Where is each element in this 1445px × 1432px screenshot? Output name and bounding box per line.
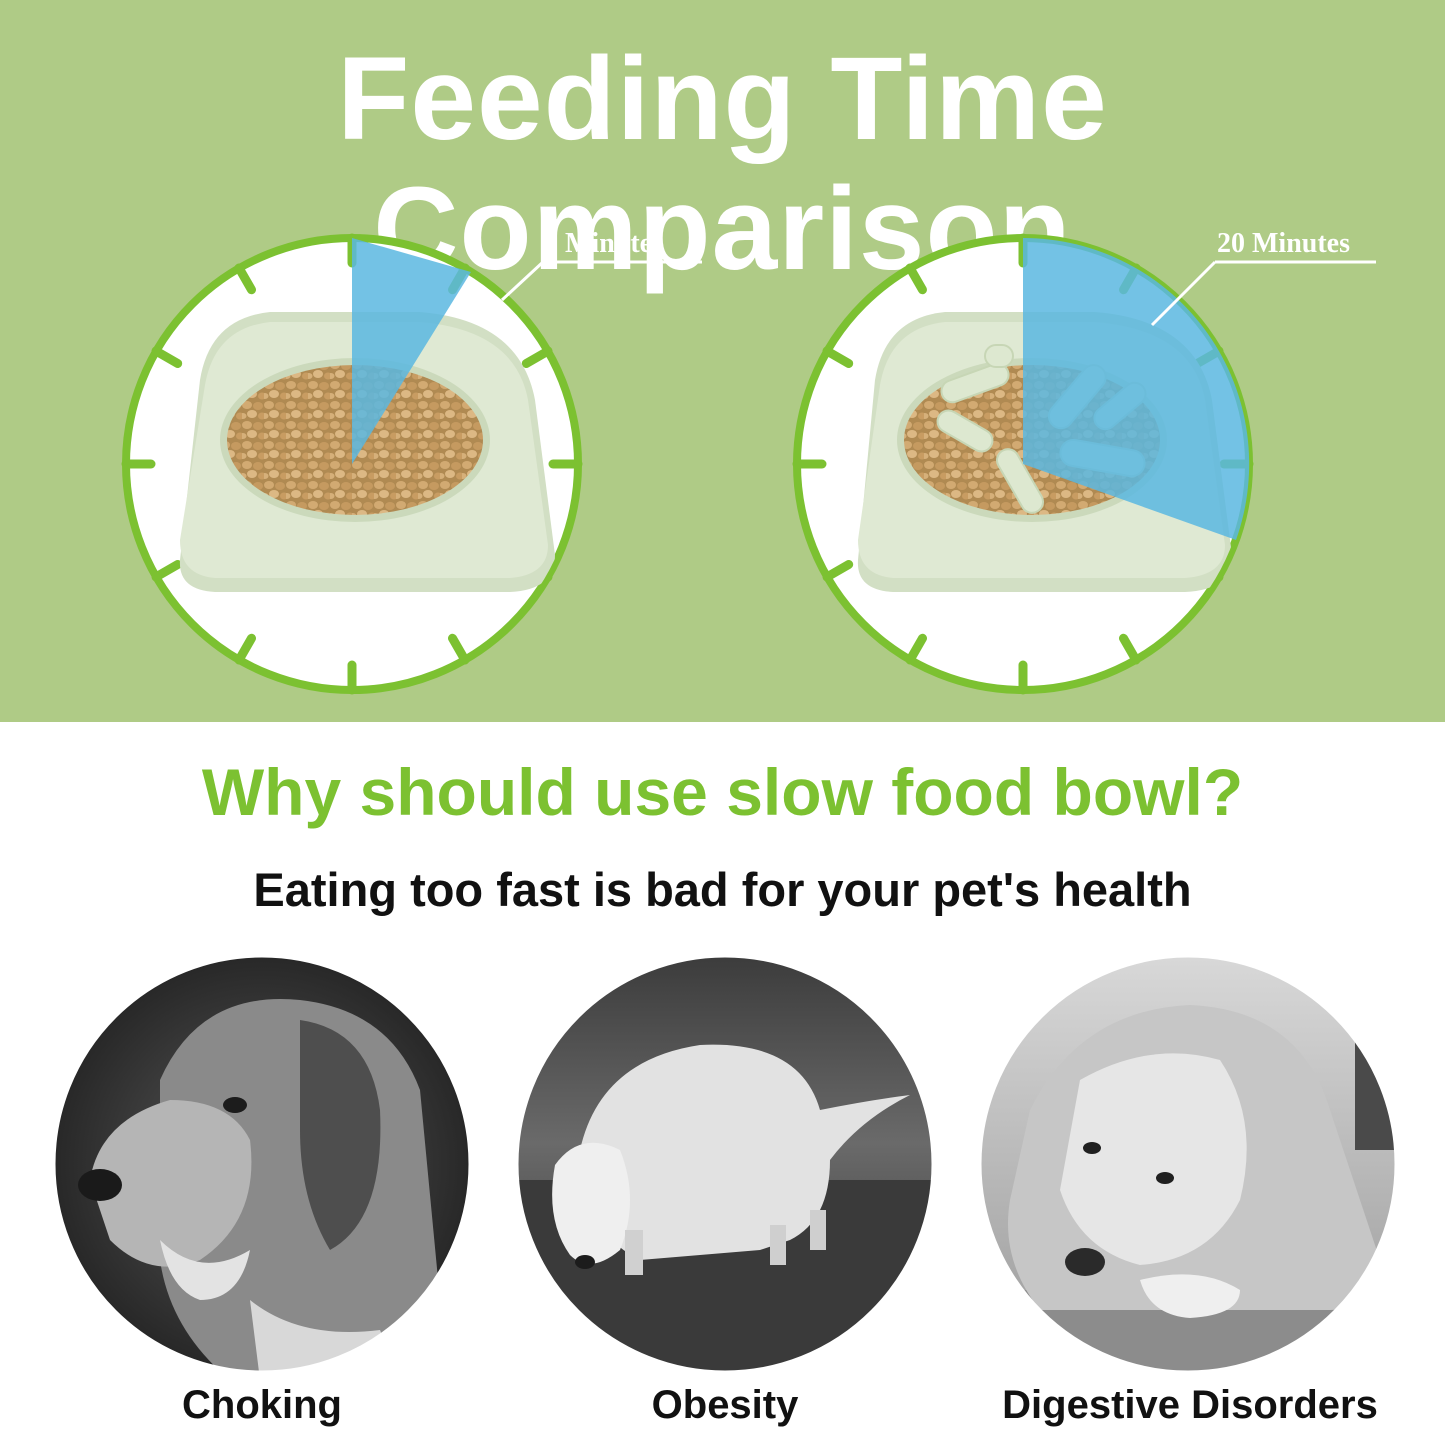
regular-bowl-clock: 5 Minutes: [121, 228, 702, 695]
risk-label-obesity: Obesity: [651, 1383, 799, 1427]
time-label-left: 5 Minutes: [544, 228, 663, 259]
risk-label-digestive: Digestive Disorders: [1002, 1383, 1378, 1427]
callout-line-left: [500, 260, 545, 302]
regular-bowl-icon: [179, 312, 555, 592]
time-sector-left: [352, 238, 471, 464]
question-subtitle: Eating too fast is bad for your pet's he…: [253, 863, 1192, 916]
dog-photos: [54, 956, 1396, 1372]
slow-bowl-clock: 20 Minutes: [792, 228, 1376, 695]
risk-label-choking: Choking: [182, 1383, 342, 1427]
time-label-right: 20 Minutes: [1217, 228, 1350, 259]
feeding-time-illustration: 5 Minutes: [121, 228, 1376, 695]
question-title: Why should use slow food bowl?: [201, 755, 1244, 829]
callout-line-right: [1150, 260, 1217, 327]
time-sector-right: [1023, 237, 1250, 541]
